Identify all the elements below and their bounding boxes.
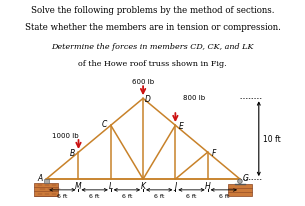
Text: Determine the forces in members CD, CK, and LK: Determine the forces in members CD, CK, … [51,43,254,51]
Text: 6 ft: 6 ft [186,193,197,198]
Text: D: D [145,94,150,103]
Text: 10 ft: 10 ft [263,135,281,144]
Text: 6 ft: 6 ft [57,193,67,198]
Text: K: K [141,181,145,190]
Text: C: C [102,119,107,129]
Text: Solve the following problems by the method of sections.: Solve the following problems by the meth… [31,6,274,15]
Text: F: F [211,148,216,157]
Text: 600 lb: 600 lb [132,78,154,84]
Text: L: L [109,181,113,190]
Text: 800 lb: 800 lb [183,95,205,101]
Text: M: M [75,181,82,190]
Text: of the Howe roof truss shown in Fig.: of the Howe roof truss shown in Fig. [78,60,227,68]
Text: E: E [179,121,184,130]
Text: State whether the members are in tension or compression.: State whether the members are in tension… [25,23,280,32]
Text: 6 ft: 6 ft [154,193,164,198]
Text: B: B [70,148,75,157]
Text: 6 ft: 6 ft [89,193,100,198]
Text: 6 ft: 6 ft [122,193,132,198]
Text: A: A [38,173,43,182]
Text: 1000 lb: 1000 lb [52,132,78,138]
Text: 6 ft: 6 ft [219,193,229,198]
Polygon shape [34,183,58,196]
Polygon shape [228,184,252,196]
Circle shape [238,179,242,184]
Text: H: H [205,181,210,190]
Text: G: G [242,173,248,182]
Text: J: J [174,181,177,190]
Polygon shape [44,179,49,183]
